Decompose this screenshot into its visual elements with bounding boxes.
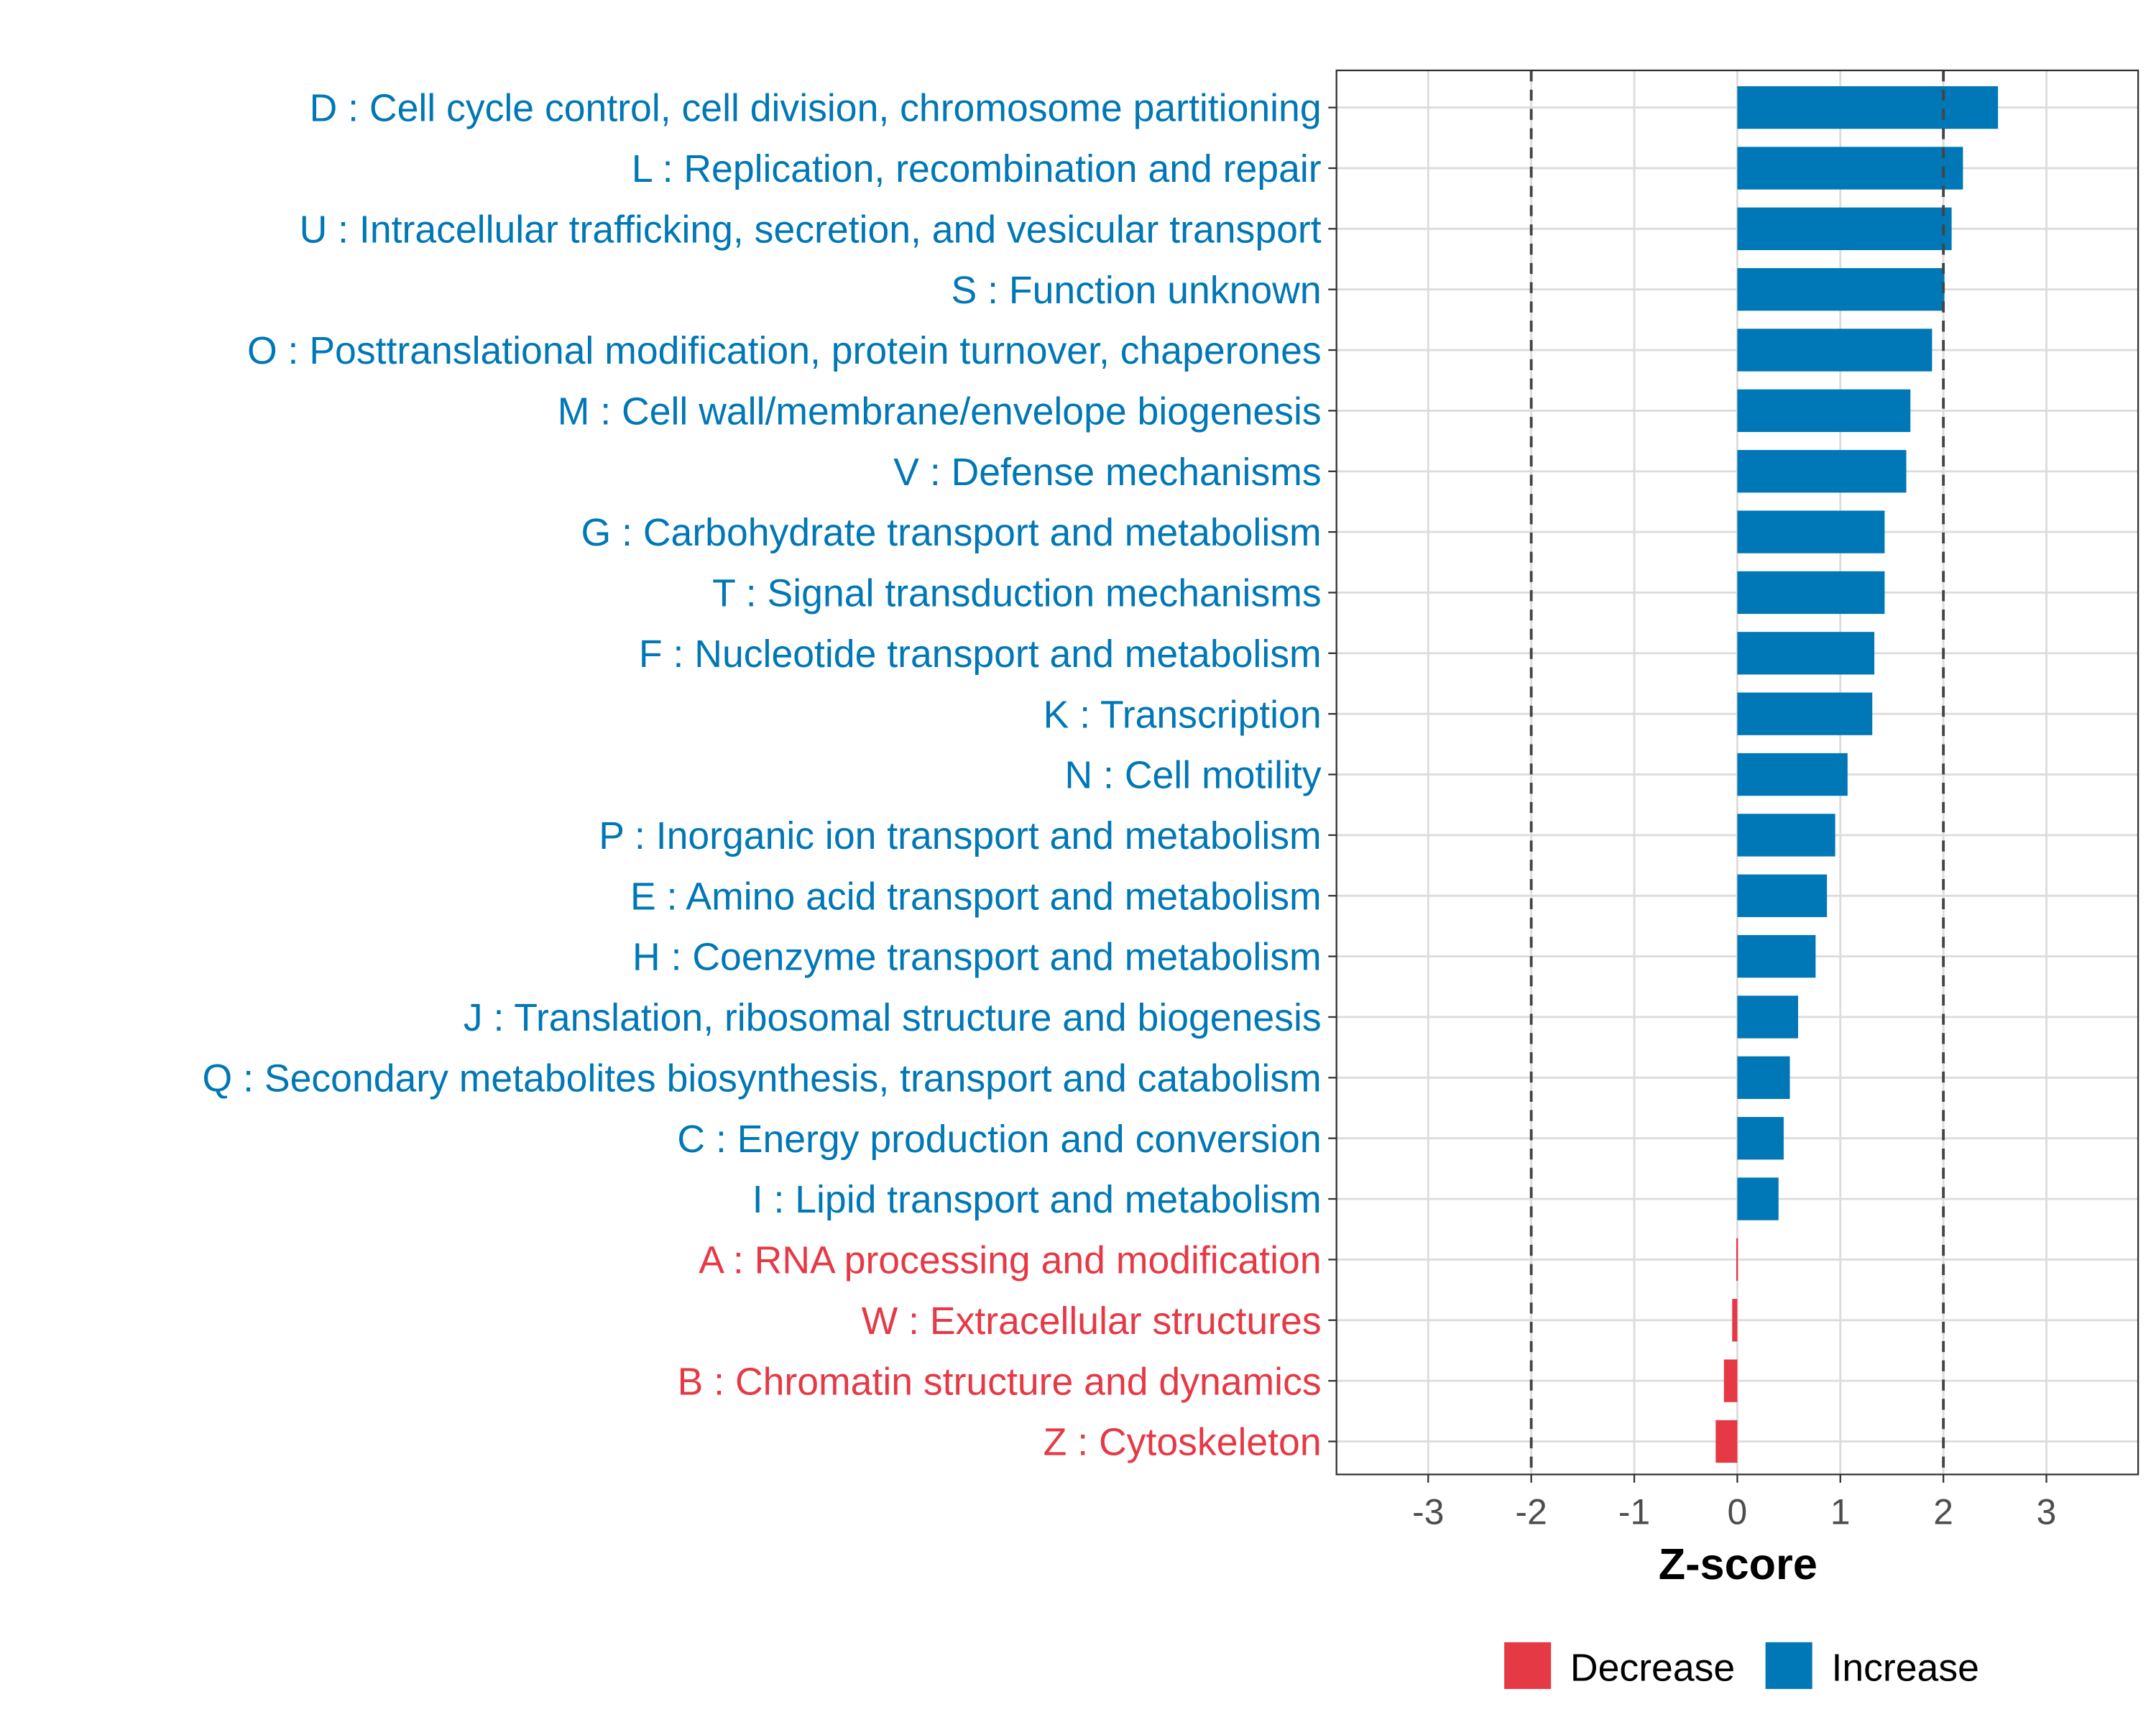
- category-label: D : Cell cycle control, cell division, c…: [310, 88, 1322, 130]
- bar: [1737, 692, 1873, 735]
- x-tick-label: 3: [2037, 1491, 2057, 1532]
- category-label: G : Carbohydrate transport and metabolis…: [581, 512, 1322, 554]
- bar: [1737, 147, 1963, 190]
- category-label: O : Posttranslational modification, prot…: [247, 330, 1322, 372]
- bar: [1737, 1177, 1779, 1220]
- legend-label-decrease: Decrease: [1570, 1647, 1735, 1689]
- category-label: Q : Secondary metabolites biosynthesis, …: [203, 1057, 1322, 1100]
- x-axis-title: Z-score: [1659, 1540, 1818, 1588]
- bar: [1737, 207, 1952, 250]
- bar: [1737, 1117, 1784, 1160]
- bar: [1737, 571, 1885, 615]
- bars: [1715, 86, 1999, 1463]
- bar: [1737, 86, 1999, 129]
- bar: [1737, 268, 1945, 311]
- category-label: H : Coenzyme transport and metabolism: [632, 937, 1322, 979]
- bar: [1737, 328, 1932, 372]
- x-tick-label: 1: [1830, 1491, 1851, 1532]
- category-label: L : Replication, recombination and repai…: [632, 148, 1322, 190]
- category-label: A : RNA processing and modification: [699, 1240, 1321, 1282]
- bar: [1737, 995, 1798, 1039]
- x-tick-label: 0: [1728, 1491, 1748, 1532]
- category-label: S : Function unknown: [952, 270, 1322, 312]
- bar: [1737, 510, 1885, 553]
- category-label: E : Amino acid transport and metabolism: [630, 875, 1322, 918]
- category-label: N : Cell motility: [1065, 755, 1322, 797]
- category-labels: D : Cell cycle control, cell division, c…: [203, 88, 1337, 1464]
- category-label: V : Defense mechanisms: [893, 451, 1321, 494]
- category-label: J : Translation, ribosomal structure and…: [464, 997, 1322, 1039]
- category-label: C : Energy production and conversion: [677, 1118, 1321, 1161]
- bar: [1737, 632, 1875, 675]
- bar: [1737, 814, 1835, 857]
- legend-label-increase: Increase: [1831, 1647, 1978, 1689]
- legend: Decrease Increase: [1504, 1642, 1979, 1689]
- x-tick-label: -2: [1516, 1491, 1547, 1532]
- category-label: I : Lipid transport and metabolism: [752, 1179, 1322, 1221]
- bar: [1737, 874, 1828, 917]
- category-label: Z : Cytoskeleton: [1044, 1422, 1322, 1464]
- bar: [1723, 1359, 1738, 1402]
- legend-swatch-increase: [1765, 1642, 1812, 1689]
- x-tick-label: 2: [1933, 1491, 1953, 1532]
- x-tick-label: -1: [1618, 1491, 1650, 1532]
- x-axis-ticks: -3 -2 -1 0 1 2 3: [1412, 1474, 2056, 1532]
- bar: [1737, 753, 1848, 796]
- bar: [1737, 389, 1911, 433]
- category-label: M : Cell wall/membrane/envelope biogenes…: [558, 391, 1322, 433]
- x-tick-label: -3: [1412, 1491, 1444, 1532]
- category-label: K : Transcription: [1044, 694, 1322, 736]
- bar: [1737, 450, 1907, 493]
- bar: [1715, 1420, 1738, 1463]
- category-label: T : Signal transduction mechanisms: [712, 573, 1321, 615]
- category-label: W : Extracellular structures: [862, 1300, 1322, 1343]
- category-label: F : Nucleotide transport and metabolism: [639, 633, 1322, 676]
- legend-swatch-decrease: [1504, 1642, 1552, 1689]
- bar: [1737, 934, 1816, 978]
- category-label: B : Chromatin structure and dynamics: [678, 1361, 1322, 1403]
- reference-lines: [1529, 70, 1945, 1475]
- bar: [1732, 1299, 1738, 1342]
- category-label: P : Inorganic ion transport and metaboli…: [599, 815, 1321, 857]
- bar: [1737, 1056, 1790, 1099]
- category-label: U : Intracellular trafficking, secretion…: [300, 208, 1322, 251]
- bar: [1736, 1238, 1738, 1282]
